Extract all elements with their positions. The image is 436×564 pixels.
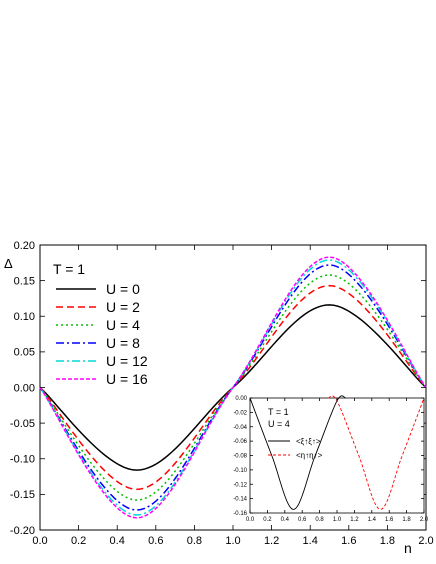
inset-y-tick-label: -0.16 bbox=[233, 511, 247, 517]
main-legend-label: U = 0 bbox=[106, 281, 140, 297]
main-x-tick-label: 0.6 bbox=[148, 535, 163, 547]
inset-y-tick-label: -0.06 bbox=[233, 439, 247, 445]
main-y-tick-label: 0.15 bbox=[14, 275, 35, 287]
main-series-line-6 bbox=[39, 256, 427, 519]
inset-y-tick-label: -0.02 bbox=[233, 410, 247, 416]
main-x-tick-label: 1.0 bbox=[225, 535, 240, 547]
main-x-axis-label: n bbox=[404, 540, 412, 556]
inset-x-tick-label: 1.0 bbox=[333, 517, 342, 523]
main-x-tick-label: 0.4 bbox=[110, 535, 125, 547]
main-y-tick-label: 0.00 bbox=[14, 382, 35, 394]
inset-y-tick-label: -0.12 bbox=[233, 482, 247, 488]
main-x-tick-label: 0.0 bbox=[32, 535, 47, 547]
main-y-tick-label: 0.20 bbox=[14, 240, 35, 252]
inset-x-tick-label: 0.4 bbox=[281, 517, 290, 523]
inset-y-tick-label: 0.00 bbox=[235, 396, 247, 402]
inset-series-group bbox=[249, 395, 425, 510]
main-y-tick-label: -0.20 bbox=[10, 525, 35, 537]
inset-chart: 0.0 0.2 0.4 0.6 0.8 1.0 1.2 1.4 1.6 1.8 2.0 0.00 -0.… bbox=[233, 395, 429, 523]
main-x-tick-label: 1.6 bbox=[341, 535, 356, 547]
inset-y-tick-label: -0.10 bbox=[233, 468, 247, 474]
inset-legend-title-line-2: U = 4 bbox=[268, 419, 290, 429]
main-legend-label: U = 16 bbox=[106, 371, 148, 387]
main-chart: 0.0 0.2 0.4 0.6 0.8 1.0 1.2 1.4 1.6 1.8 2.0 -0.20 -0… bbox=[4, 240, 434, 556]
main-series-line-3 bbox=[39, 274, 427, 501]
main-x-tick-label: 1.2 bbox=[264, 535, 279, 547]
main-y-tick-label: -0.10 bbox=[10, 454, 35, 466]
inset-legend-label: <η↑η↑> bbox=[296, 451, 323, 460]
inset-series-line-2 bbox=[328, 395, 425, 510]
inset-y-tick-label: -0.08 bbox=[233, 454, 247, 460]
inset-x-tick-label: 1.2 bbox=[350, 517, 359, 523]
main-x-tick-label: 2.0 bbox=[418, 535, 433, 547]
main-x-tick-label: 1.4 bbox=[303, 535, 318, 547]
main-legend-label: U = 4 bbox=[106, 317, 140, 333]
inset-x-tick-label: 1.8 bbox=[402, 517, 411, 523]
inset-x-tick-label: 1.4 bbox=[368, 517, 377, 523]
main-series-line-4 bbox=[39, 264, 427, 511]
inset-x-tick-label: 0.0 bbox=[246, 517, 255, 523]
inset-x-tick-label: 0.2 bbox=[263, 517, 272, 523]
inset-x-tick-label: 2.0 bbox=[420, 517, 429, 523]
main-legend-label: U = 2 bbox=[106, 299, 140, 315]
main-x-tick-label: 0.8 bbox=[187, 535, 202, 547]
main-legend-label: U = 8 bbox=[106, 335, 140, 351]
main-ticks-group: 0.0 0.2 0.4 0.6 0.8 1.0 1.2 1.4 1.6 1.8 2.0 -0.20 -0… bbox=[10, 240, 434, 547]
main-y-tick-label: -0.05 bbox=[10, 418, 35, 430]
inset-series-line-1 bbox=[249, 395, 346, 510]
main-y-tick-label: 0.05 bbox=[14, 347, 35, 359]
main-series-group bbox=[39, 256, 427, 519]
main-x-tick-label: 0.2 bbox=[71, 535, 86, 547]
main-y-tick-label: 0.10 bbox=[14, 311, 35, 323]
inset-y-tick-label: -0.04 bbox=[233, 425, 247, 431]
inset-x-tick-label: 0.8 bbox=[315, 517, 324, 523]
main-x-tick-label: 1.8 bbox=[380, 535, 395, 547]
inset-legend: T = 1 U = 4 <ξ↑ξ↑> <η↑η↑> bbox=[268, 407, 323, 460]
main-legend-title: T = 1 bbox=[53, 261, 85, 277]
inset-background bbox=[250, 398, 424, 513]
inset-x-tick-label: 0.6 bbox=[298, 517, 307, 523]
inset-legend-title-line-1: T = 1 bbox=[268, 407, 289, 417]
main-legend: T = 1 U = 0 U = 2 U = 4 U = 8 U = 12 U = 16 bbox=[53, 261, 148, 387]
inset-x-tick-label: 1.6 bbox=[385, 517, 394, 523]
main-y-axis-label: Δ bbox=[4, 256, 13, 271]
inset-ticks-group: 0.0 0.2 0.4 0.6 0.8 1.0 1.2 1.4 1.6 1.8 2.0 0.00 -0.… bbox=[233, 396, 429, 523]
inset-legend-label: <ξ↑ξ↑> bbox=[296, 437, 321, 446]
inset-y-tick-label: -0.14 bbox=[233, 497, 247, 503]
main-y-tick-label: -0.15 bbox=[10, 489, 35, 501]
main-legend-label: U = 12 bbox=[106, 353, 148, 369]
